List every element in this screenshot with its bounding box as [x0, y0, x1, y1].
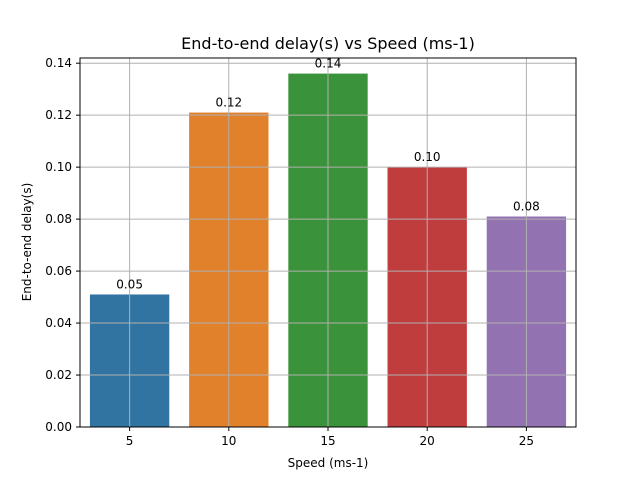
- bar-value-label: 0.05: [116, 277, 143, 291]
- bar-value-label: 0.10: [414, 150, 441, 164]
- y-tick-label: 0.02: [45, 368, 72, 382]
- bar-value-label: 0.08: [513, 200, 540, 214]
- y-tick-label: 0.04: [45, 316, 72, 330]
- bar-value-label: 0.14: [315, 57, 342, 71]
- x-tick-label: 20: [420, 434, 435, 448]
- y-tick-label: 0.10: [45, 160, 72, 174]
- x-tick-label: 10: [221, 434, 236, 448]
- chart-title: End-to-end delay(s) vs Speed (ms-1): [181, 34, 475, 53]
- y-tick-label: 0.14: [45, 56, 72, 70]
- x-tick-label: 15: [320, 434, 335, 448]
- y-tick-label: 0.12: [45, 108, 72, 122]
- bar-value-label: 0.12: [215, 96, 242, 110]
- y-axis-label: End-to-end delay(s): [20, 183, 34, 302]
- y-tick-label: 0.08: [45, 212, 72, 226]
- y-tick-label: 0.06: [45, 264, 72, 278]
- bar-labels: 0.05 0.12 0.14 0.10 0.08: [116, 57, 540, 292]
- x-axis-ticks: 5 10 15 20 25: [126, 427, 534, 448]
- y-tick-label: 0.00: [45, 420, 72, 434]
- y-axis-ticks: 0.00 0.02 0.04 0.06 0.08 0.10 0.12 0.14: [45, 56, 80, 434]
- x-tick-label: 5: [126, 434, 134, 448]
- grid: [80, 58, 576, 428]
- x-axis-label: Speed (ms-1): [288, 456, 369, 470]
- x-tick-label: 25: [519, 434, 534, 448]
